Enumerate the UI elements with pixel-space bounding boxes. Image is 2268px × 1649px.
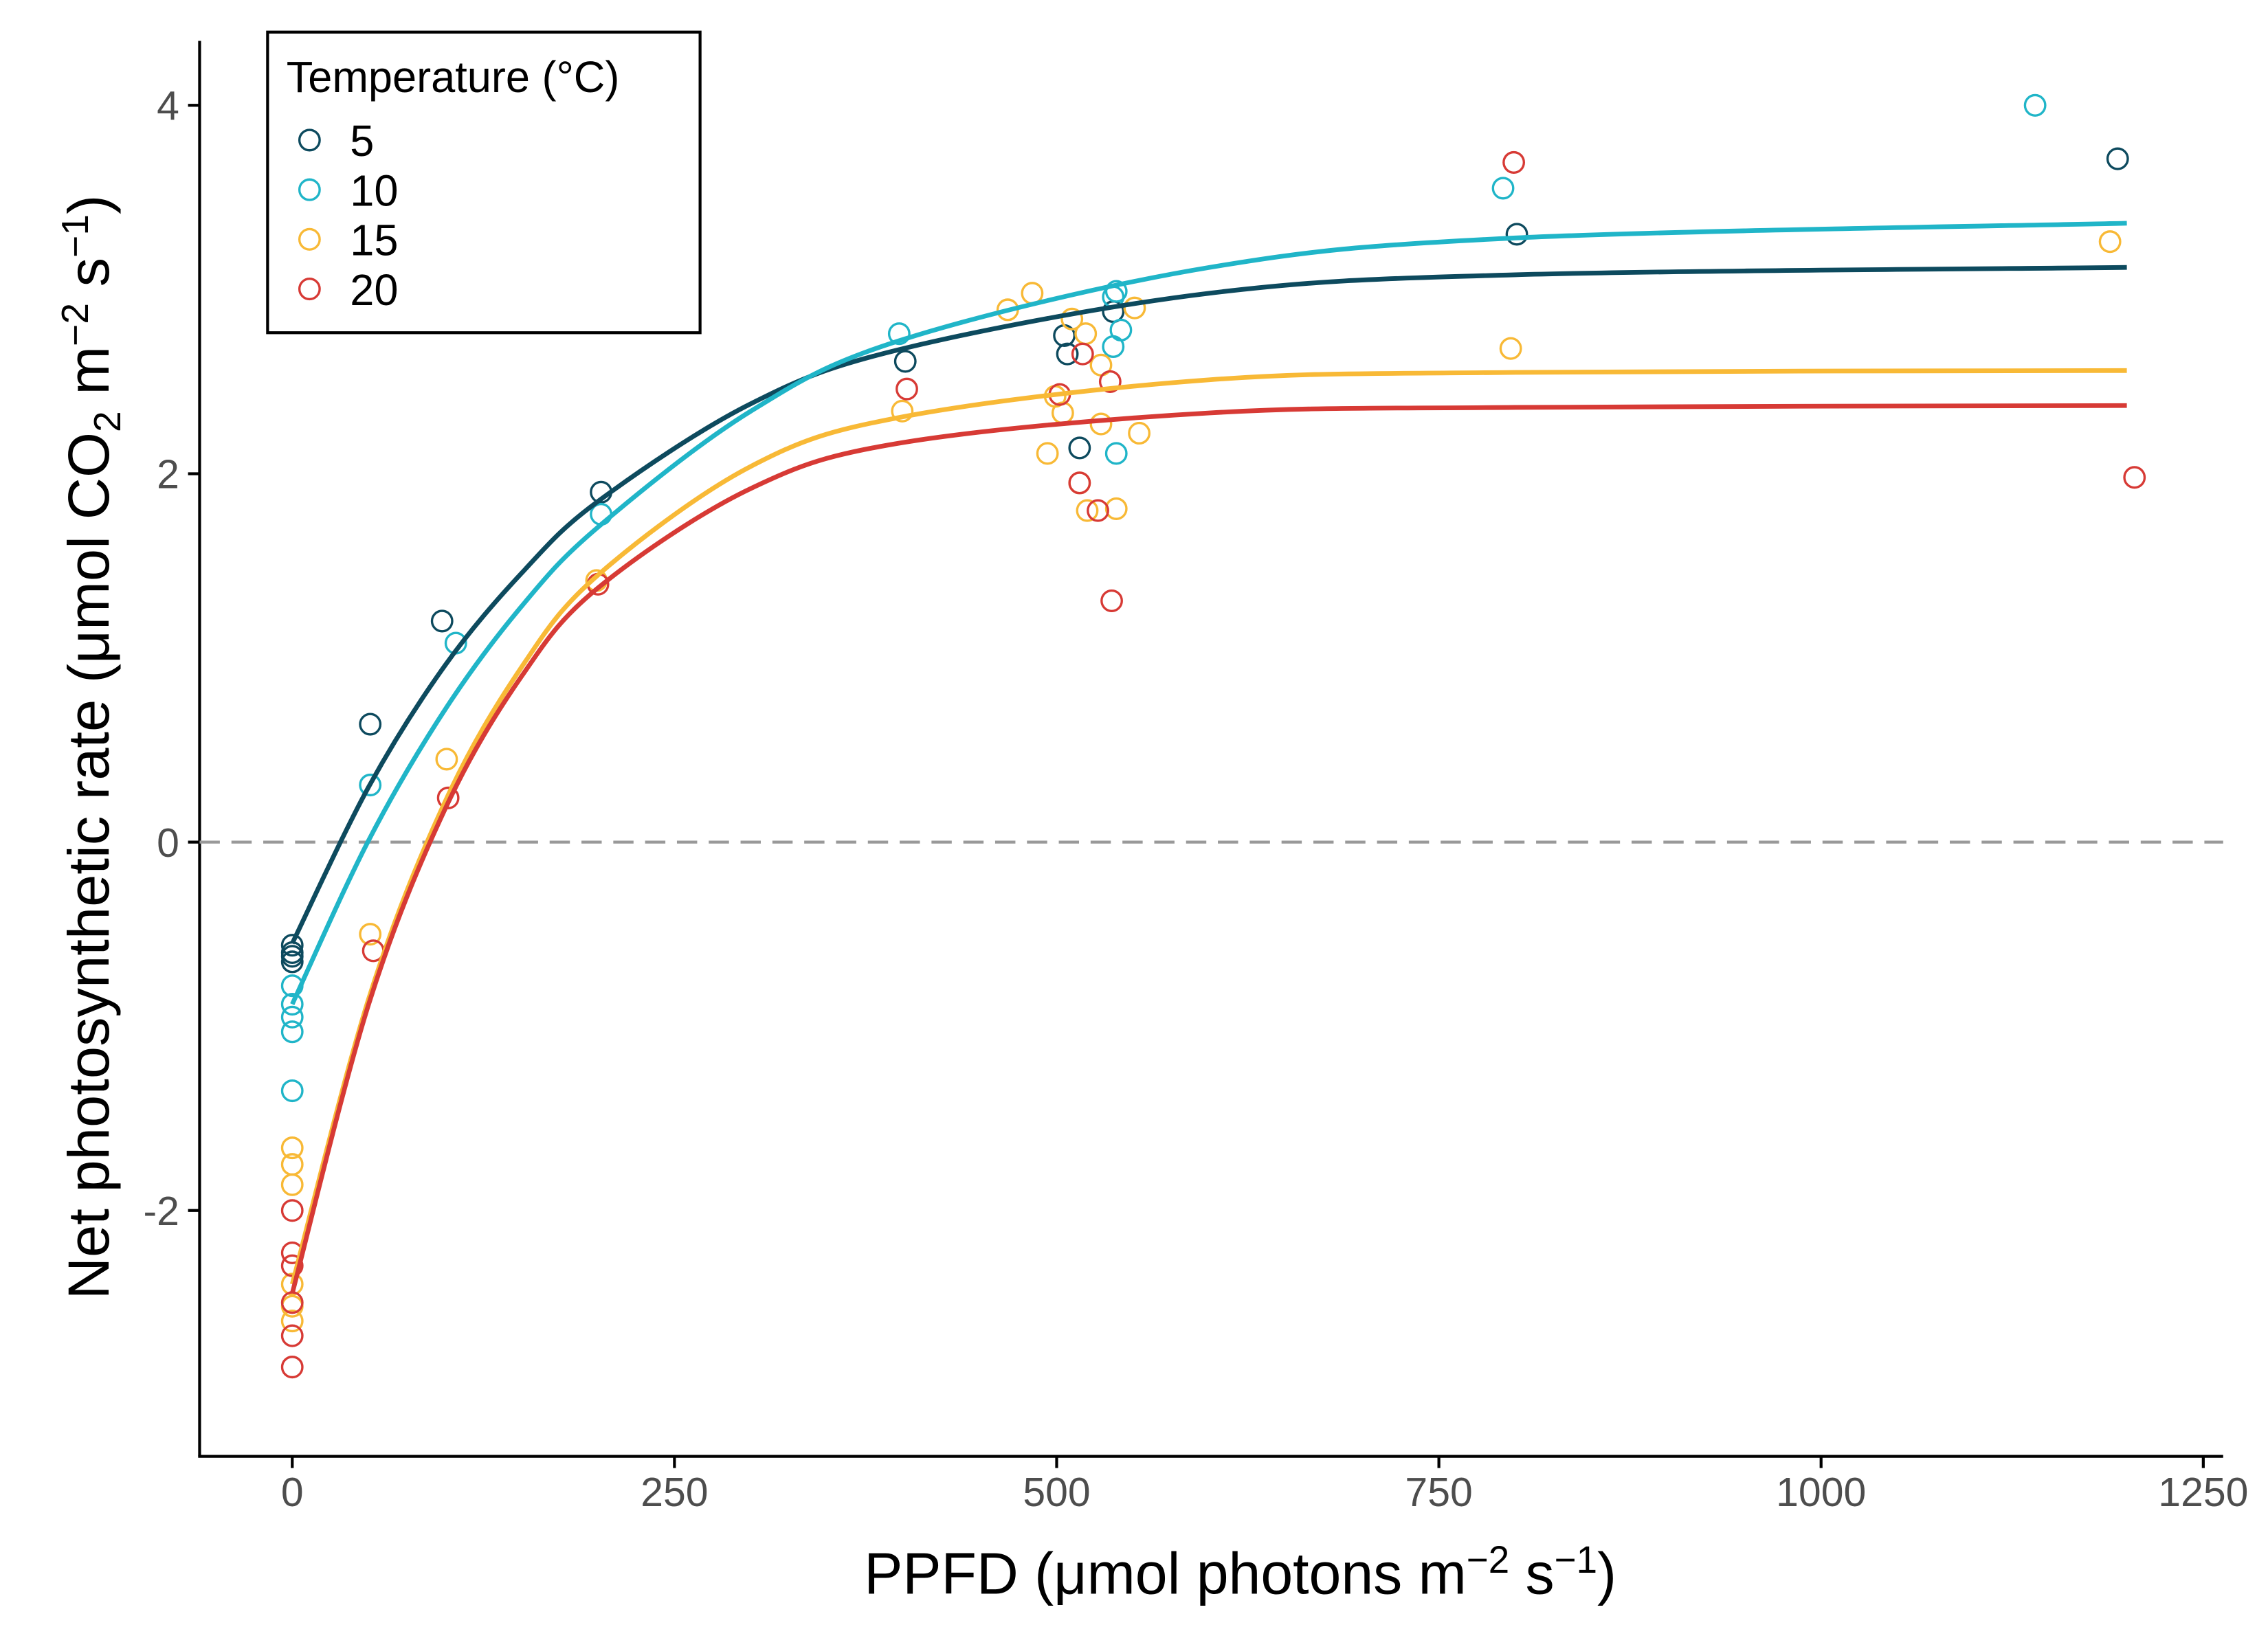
data-point bbox=[1071, 342, 1094, 366]
axis-title-part: 2 bbox=[85, 411, 128, 432]
axis-title-part: s bbox=[56, 258, 121, 303]
x-axis-title: PPFD (μmol photons m−2 s−1) bbox=[864, 1538, 1616, 1606]
data-point bbox=[2106, 147, 2129, 170]
data-point bbox=[1104, 442, 1128, 465]
legend-label: 10 bbox=[350, 167, 398, 215]
data-point bbox=[891, 399, 914, 423]
data-point bbox=[893, 350, 917, 373]
x-tick-label: 0 bbox=[281, 1469, 304, 1515]
fit-curve bbox=[289, 403, 2127, 1294]
x-tick-label: 750 bbox=[1405, 1469, 1472, 1515]
data-point bbox=[1074, 322, 1098, 346]
legend-box bbox=[266, 30, 702, 335]
x-tick-label: 1000 bbox=[1776, 1469, 1866, 1515]
data-point bbox=[280, 1310, 304, 1333]
fit-curve bbox=[290, 221, 2127, 1005]
data-point bbox=[896, 377, 918, 401]
data-point bbox=[1087, 499, 1109, 522]
axis-title-part: −1 bbox=[1555, 1538, 1597, 1581]
axis-title-part: ) bbox=[56, 195, 121, 214]
data-point bbox=[1089, 412, 1113, 436]
data-point bbox=[436, 786, 460, 809]
data-point bbox=[435, 748, 458, 771]
data-point bbox=[1098, 370, 1122, 393]
fit-curve bbox=[289, 368, 2127, 1285]
data-point bbox=[1056, 342, 1079, 366]
data-point bbox=[359, 923, 382, 946]
data-point bbox=[1100, 589, 1123, 612]
data-point bbox=[280, 945, 304, 968]
axis-title-part: −2 bbox=[1467, 1538, 1509, 1581]
data-point bbox=[280, 950, 304, 974]
data-point bbox=[280, 1272, 304, 1296]
data-point bbox=[887, 322, 911, 346]
data-point bbox=[359, 713, 382, 736]
y-tick-label: 0 bbox=[157, 820, 179, 866]
legend-label: 20 bbox=[350, 267, 398, 315]
data-point bbox=[1076, 499, 1099, 522]
y-tick-label: -2 bbox=[144, 1188, 179, 1234]
data-point bbox=[359, 773, 382, 797]
legend-label: 5 bbox=[350, 117, 374, 166]
y-tick-label: 2 bbox=[157, 451, 179, 497]
data-point bbox=[1502, 150, 1526, 174]
data-point bbox=[1051, 401, 1074, 425]
data-point bbox=[280, 1356, 304, 1379]
data-point bbox=[430, 609, 454, 633]
data-point bbox=[280, 1136, 304, 1160]
x-tick-label: 250 bbox=[641, 1469, 708, 1515]
x-tick-label: 500 bbox=[1023, 1469, 1090, 1515]
data-point bbox=[1068, 471, 1091, 495]
data-point bbox=[280, 992, 304, 1016]
x-tick-label: 1250 bbox=[2158, 1469, 2248, 1515]
data-point bbox=[1104, 497, 1128, 520]
data-point bbox=[280, 1324, 304, 1347]
data-point bbox=[1123, 296, 1146, 319]
axis-title-part: Net photosynthetic rate (μmol CO bbox=[56, 432, 121, 1299]
data-point bbox=[1505, 223, 1528, 246]
data-point bbox=[1491, 177, 1515, 200]
data-point bbox=[280, 934, 304, 957]
legend-marker bbox=[298, 277, 321, 301]
axis-title-part: PPFD (μmol photons m bbox=[864, 1540, 1466, 1606]
legend-title: Temperature (°C) bbox=[287, 54, 620, 102]
legend-marker bbox=[298, 128, 321, 152]
data-point bbox=[1102, 335, 1125, 359]
axis-title-part: ) bbox=[1597, 1540, 1616, 1606]
axis-title-part: −2 bbox=[54, 303, 96, 346]
data-point bbox=[2098, 230, 2122, 254]
data-point bbox=[1068, 436, 1091, 460]
y-tick-label: 4 bbox=[157, 82, 179, 128]
data-point bbox=[280, 1005, 304, 1029]
legend-label: 15 bbox=[350, 216, 398, 265]
data-point bbox=[1060, 307, 1084, 330]
axis-title-part: m bbox=[56, 346, 121, 411]
legend-marker bbox=[298, 178, 321, 201]
data-point bbox=[280, 1079, 304, 1103]
data-point bbox=[1104, 280, 1128, 303]
axis-title-part: s bbox=[1509, 1540, 1554, 1606]
data-point bbox=[1499, 337, 1522, 360]
legend-marker bbox=[298, 227, 321, 251]
data-point bbox=[2123, 466, 2146, 489]
y-axis-title: Net photosynthetic rate (μmol CO2 m−2 s−… bbox=[54, 195, 128, 1300]
data-point bbox=[280, 1199, 304, 1222]
data-point bbox=[1128, 421, 1151, 445]
data-point bbox=[2023, 93, 2047, 117]
data-point bbox=[280, 1020, 304, 1044]
data-point bbox=[280, 1173, 304, 1196]
data-point bbox=[1036, 442, 1059, 465]
axis-title-part: −1 bbox=[54, 214, 96, 258]
